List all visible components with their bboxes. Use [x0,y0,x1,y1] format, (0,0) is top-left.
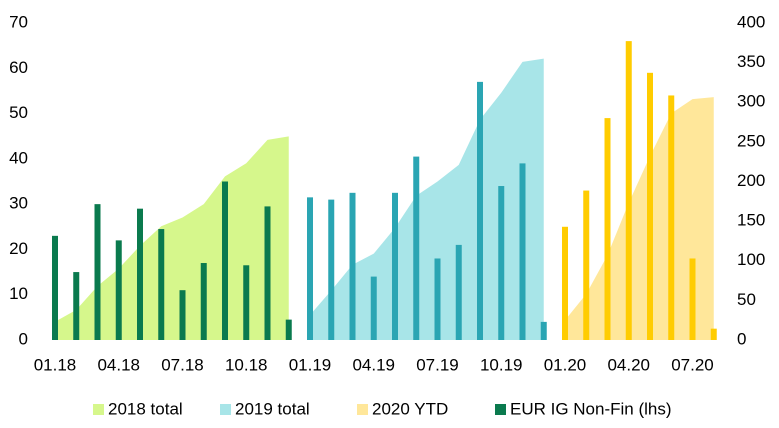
bar [625,41,632,340]
bar [243,265,250,340]
y-tick-label: 50 [9,103,28,122]
legend-label: 2018 total [108,399,183,418]
area [55,136,289,340]
y2-tick-label: 50 [737,290,756,309]
bar [307,197,313,340]
bar [519,163,526,340]
x-tick-label: 07.19 [416,355,459,374]
bar [498,186,505,340]
bar [434,258,441,340]
bar [413,156,420,340]
y2-tick-label: 400 [737,12,765,31]
bar [562,226,568,340]
bar [264,206,271,340]
bar [668,95,675,340]
y2-tick-label: 350 [737,52,765,71]
x-tick-label: 04.19 [352,355,395,374]
legend-label: 2019 total [235,399,310,418]
y2-tick-label: 300 [737,92,765,111]
bar [370,276,377,340]
legend-label: 2020 YTD [372,399,448,418]
y2-tick-label: 100 [737,250,765,269]
bar [604,118,611,340]
y2-tick-label: 0 [737,329,746,348]
bar [540,321,547,340]
legend-swatch [93,404,104,415]
x-tick-label: 07.20 [671,355,714,374]
bar [52,235,58,340]
bar [137,208,143,340]
y-tick-label: 60 [9,58,28,77]
bar [583,190,590,340]
y-tick-label: 70 [9,12,28,31]
y2-tick-label: 250 [737,131,765,150]
x-tick-label: 04.20 [607,355,650,374]
bar [647,72,653,341]
y2-tick-label: 200 [737,171,765,190]
bar [94,204,101,340]
area [310,58,544,340]
bar [477,81,483,340]
y-tick-label: 10 [9,284,28,303]
bar [455,244,462,340]
bar [200,263,207,340]
legend-swatch [357,404,368,415]
x-tick-label: 10.18 [225,355,268,374]
bar [158,229,165,340]
area [565,97,714,340]
bar [179,290,186,340]
y-tick-label: 40 [9,148,28,167]
x-tick-label: 01.19 [289,355,332,374]
legend-label: EUR IG Non-Fin (lhs) [510,399,672,418]
bar [285,319,292,340]
legend-swatch [495,404,506,415]
x-tick-label: 04.18 [97,355,140,374]
x-tick-label: 01.20 [544,355,587,374]
bar [73,272,80,340]
bar [710,328,717,340]
bar [222,181,228,340]
bar [115,240,122,340]
x-tick-label: 01.18 [34,355,77,374]
bar [328,199,335,340]
bar [392,192,398,340]
y2-tick-label: 150 [737,211,765,230]
bar [689,258,696,340]
y-tick-label: 20 [9,239,28,258]
legend-swatch [220,404,231,415]
x-tick-label: 07.18 [161,355,204,374]
x-tick-label: 10.19 [480,355,523,374]
bar [349,192,356,340]
y-tick-label: 0 [19,329,28,348]
y-tick-label: 30 [9,194,28,213]
